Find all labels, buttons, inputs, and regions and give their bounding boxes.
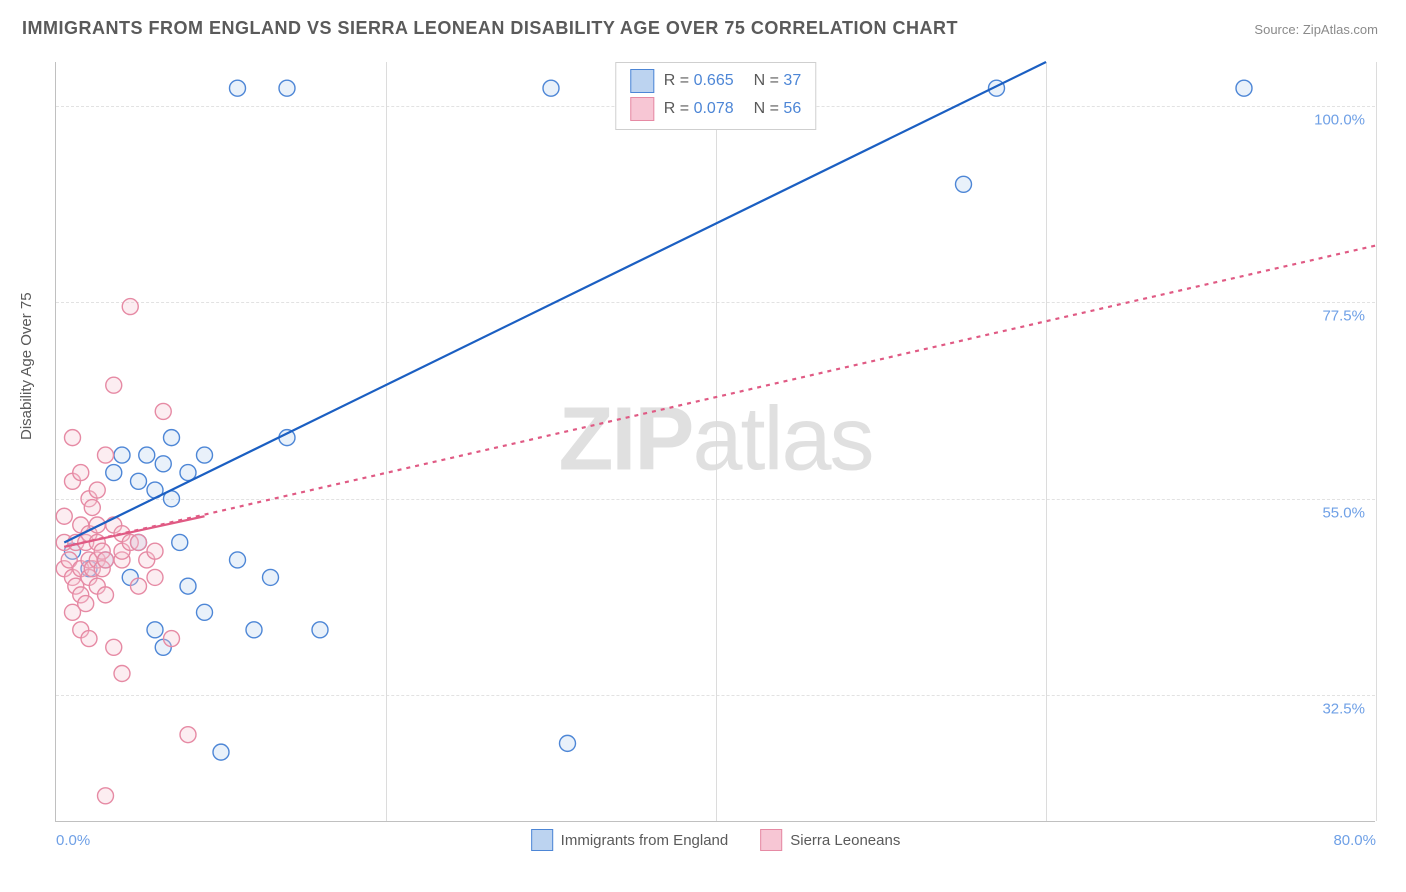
gridline-v [1376,62,1377,821]
data-point-england [213,744,229,760]
data-point-england [197,604,213,620]
stat-r: R = 0.665 [664,72,734,90]
data-point-england [106,465,122,481]
data-point-sierra [131,578,147,594]
stat-r: R = 0.078 [664,100,734,118]
series-legend-item: Immigrants from England [531,829,729,851]
series-legend-item: Sierra Leoneans [760,829,900,851]
data-point-england [114,447,130,463]
legend-swatch [531,829,553,851]
data-point-sierra [73,465,89,481]
data-point-sierra [106,377,122,393]
data-point-sierra [98,447,114,463]
data-point-england [230,80,246,96]
data-point-sierra [114,665,130,681]
y-tick-label: 100.0% [1314,111,1365,128]
legend-swatch [630,97,654,121]
data-point-sierra [56,508,72,524]
data-point-sierra [147,569,163,585]
source-attribution: Source: ZipAtlas.com [1254,22,1378,37]
source-value: ZipAtlas.com [1303,22,1378,37]
source-label: Source: [1254,22,1299,37]
data-point-england [246,622,262,638]
data-point-england [131,473,147,489]
stats-legend: R = 0.665 N = 37 R = 0.078 N = 56 [615,62,816,130]
trend-line [64,62,1046,542]
data-point-sierra [89,517,105,533]
plot-area: ZIPatlas R = 0.665N = 37R = 0.078N = 56 … [55,62,1375,822]
legend-swatch [760,829,782,851]
chart-svg [56,62,1375,821]
data-point-england [312,622,328,638]
stat-n: N = 37 [754,72,802,90]
stats-legend-row: R = 0.078 N = 56 [630,95,801,123]
data-point-england [172,534,188,550]
data-point-england [956,176,972,192]
data-point-england [155,456,171,472]
data-point-england [279,430,295,446]
series-legend-label: Sierra Leoneans [790,832,900,849]
data-point-england [139,447,155,463]
y-axis-title: Disability Age Over 75 [18,292,35,440]
data-point-sierra [122,299,138,315]
data-point-england [543,80,559,96]
data-point-sierra [164,631,180,647]
data-point-england [1236,80,1252,96]
stats-legend-row: R = 0.665 N = 37 [630,67,801,95]
trend-line [64,245,1376,546]
data-point-england [197,447,213,463]
data-point-sierra [180,727,196,743]
data-point-sierra [78,596,94,612]
data-point-england [164,430,180,446]
data-point-england [147,622,163,638]
chart-title: IMMIGRANTS FROM ENGLAND VS SIERRA LEONEA… [22,18,958,39]
data-point-sierra [98,552,114,568]
data-point-sierra [98,788,114,804]
x-tick-label: 0.0% [56,832,90,849]
data-point-sierra [131,534,147,550]
series-legend: Immigrants from England Sierra Leoneans [531,829,901,851]
data-point-sierra [106,639,122,655]
data-point-sierra [65,430,81,446]
data-point-england [263,569,279,585]
y-tick-label: 55.0% [1322,504,1365,521]
series-legend-label: Immigrants from England [561,832,729,849]
y-tick-label: 77.5% [1322,308,1365,325]
data-point-england [560,735,576,751]
data-point-sierra [89,482,105,498]
legend-swatch [630,69,654,93]
data-point-sierra [84,500,100,516]
data-point-england [279,80,295,96]
data-point-england [180,578,196,594]
data-point-england [230,552,246,568]
data-point-sierra [147,543,163,559]
data-point-sierra [81,631,97,647]
stat-n: N = 56 [754,100,802,118]
x-tick-label: 80.0% [1333,832,1376,849]
data-point-sierra [98,587,114,603]
data-point-sierra [155,403,171,419]
y-tick-label: 32.5% [1322,701,1365,718]
